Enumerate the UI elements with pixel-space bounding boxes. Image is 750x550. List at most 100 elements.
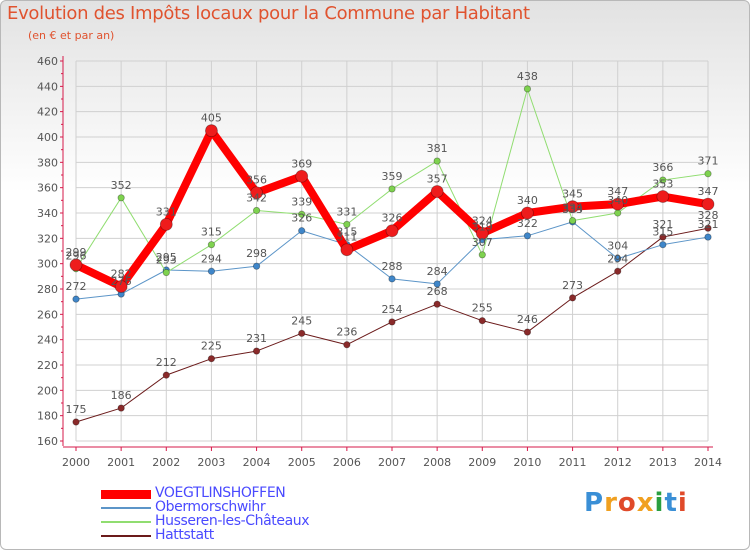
y-tick-label: 460: [37, 55, 58, 68]
x-tick-label: 2001: [107, 456, 135, 469]
data-label: 326: [382, 212, 403, 225]
data-point: [252, 347, 261, 355]
data-point: [252, 206, 261, 215]
data-label: 236: [336, 326, 357, 339]
x-tick-label: 2013: [649, 456, 677, 469]
legend-swatch: [101, 507, 151, 509]
data-point: [252, 262, 261, 270]
data-label: 342: [246, 191, 267, 204]
logo-letter: o: [617, 488, 637, 518]
chart-title: Evolution des Impôts locaux pour la Comm…: [7, 3, 530, 24]
data-point: [521, 206, 534, 220]
data-point: [388, 185, 396, 193]
x-tick-label: 2000: [62, 456, 90, 469]
data-label: 438: [517, 70, 538, 83]
data-label: 321: [652, 218, 673, 231]
data-point: [340, 243, 354, 257]
data-point: [207, 267, 216, 275]
data-point: [385, 224, 399, 238]
data-point: [433, 157, 441, 165]
data-point: [72, 295, 80, 303]
data-label: 359: [382, 170, 403, 183]
data-label: 294: [201, 252, 222, 265]
data-point: [611, 197, 625, 211]
data-point: [433, 300, 441, 308]
y-tick-label: 340: [37, 207, 58, 220]
data-label: 293: [156, 254, 177, 267]
data-label: 246: [517, 313, 538, 326]
data-point: [523, 85, 532, 93]
data-point: [568, 217, 577, 225]
data-point: [69, 258, 83, 272]
data-label: 345: [562, 188, 583, 201]
data-point: [523, 328, 532, 336]
series-voegtlinshoffen: [69, 124, 715, 293]
data-label: 282: [111, 267, 132, 280]
data-point: [614, 209, 622, 217]
data-label: 284: [427, 265, 448, 278]
data-label: 175: [66, 403, 87, 416]
data-label: 186: [111, 389, 132, 402]
data-point: [298, 329, 306, 337]
data-label: 255: [472, 302, 493, 315]
data-label: 369: [291, 157, 312, 170]
data-label: 212: [156, 356, 177, 369]
legend-label: VOEGTLINSHOFFEN: [155, 485, 286, 501]
data-label: 276: [111, 275, 132, 288]
y-tick-label: 380: [37, 156, 58, 169]
x-tick-label: 2006: [333, 456, 361, 469]
data-point: [117, 404, 125, 412]
data-label: 298: [246, 247, 267, 260]
x-tick-label: 2004: [243, 456, 271, 469]
x-tick-label: 2009: [468, 456, 496, 469]
data-label: 328: [698, 209, 719, 222]
data-point: [704, 224, 712, 232]
data-label: 273: [562, 279, 583, 292]
data-point: [298, 227, 306, 235]
data-label: 334: [562, 202, 583, 215]
y-tick-label: 420: [37, 106, 58, 119]
y-tick-label: 440: [37, 80, 58, 93]
data-point: [701, 197, 715, 211]
legend-swatch: [101, 521, 151, 523]
legend-swatch: [101, 535, 151, 537]
chart-subtitle: (en € et par an): [28, 29, 115, 42]
logo-letter: i: [654, 488, 665, 518]
data-point: [207, 355, 216, 363]
data-point: [430, 185, 444, 198]
data-label: 304: [607, 240, 628, 253]
data-label: 357: [427, 172, 448, 185]
data-point: [659, 241, 667, 249]
data-point: [162, 268, 170, 277]
data-point: [159, 217, 173, 231]
data-point: [704, 233, 712, 241]
logo-letter: x: [636, 488, 655, 518]
data-point: [656, 190, 670, 203]
data-label: 315: [336, 226, 357, 239]
data-point: [298, 210, 306, 218]
logo-letter: P: [584, 488, 605, 518]
data-label: 371: [698, 155, 719, 168]
data-label: 319: [472, 221, 493, 234]
data-point: [343, 220, 351, 228]
data-label: 324: [472, 214, 493, 227]
data-point: [704, 170, 712, 178]
legend-label: Hattstatt: [155, 527, 214, 543]
data-point: [478, 251, 486, 259]
data-label: 321: [698, 218, 719, 231]
data-label: 326: [291, 212, 312, 225]
y-tick-label: 360: [37, 182, 58, 195]
x-tick-label: 2008: [423, 456, 451, 469]
data-point: [478, 317, 486, 325]
logo-letter: r: [604, 488, 618, 518]
x-tick-label: 2007: [378, 456, 406, 469]
data-point: [523, 232, 532, 240]
x-tick-label: 2005: [288, 456, 316, 469]
data-label: 272: [66, 280, 87, 293]
data-point: [614, 255, 622, 263]
data-point: [343, 341, 351, 349]
data-label: 366: [652, 161, 673, 174]
x-tick-label: 2011: [559, 456, 587, 469]
